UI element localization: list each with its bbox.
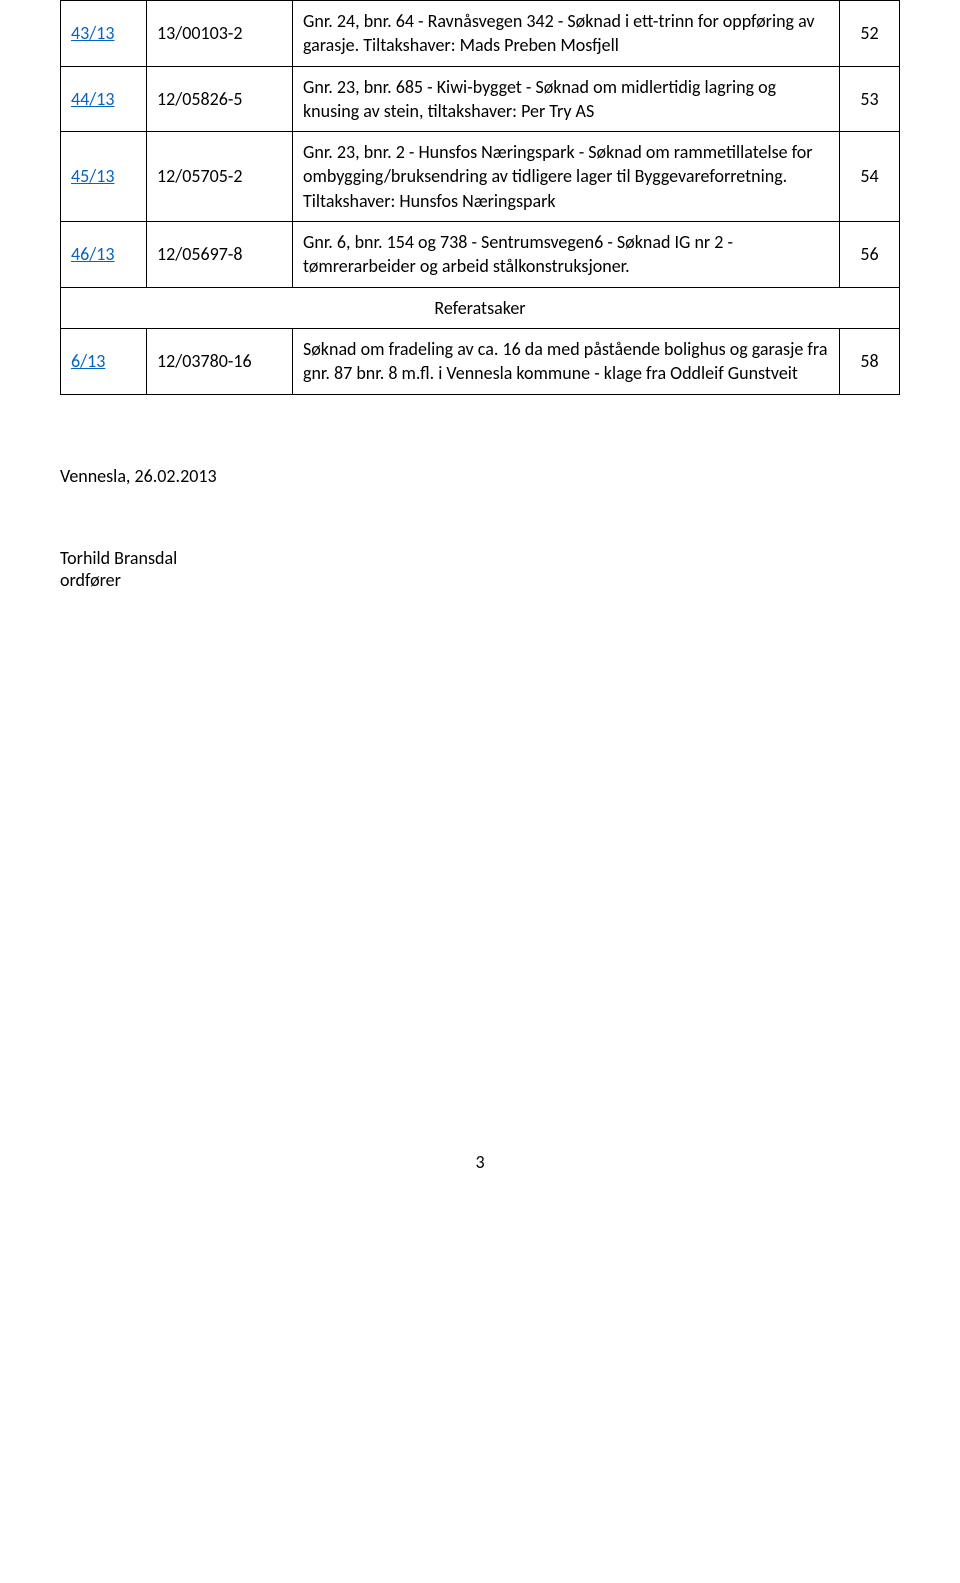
agenda-table: 43/13 13/00103-2 Gnr. 24, bnr. 64 - Ravn… xyxy=(60,0,900,395)
case-link[interactable]: 45/13 xyxy=(71,165,114,187)
table-row: 46/13 12/05697-8 Gnr. 6, bnr. 154 og 738… xyxy=(61,222,900,288)
page-cell: 53 xyxy=(840,66,900,132)
signature-block: Vennesla, 26.02.2013 Torhild Bransdal or… xyxy=(60,465,900,591)
case-id-cell: 44/13 xyxy=(61,66,147,132)
case-id-cell: 45/13 xyxy=(61,132,147,222)
case-id-cell: 43/13 xyxy=(61,1,147,67)
ref-cell: 12/03780-16 xyxy=(147,328,293,394)
desc-cell: Søknad om fradeling av ca. 16 da med pås… xyxy=(293,328,840,394)
case-link[interactable]: 44/13 xyxy=(71,88,114,110)
case-link[interactable]: 6/13 xyxy=(71,350,105,372)
page-cell: 58 xyxy=(840,328,900,394)
case-id-cell: 46/13 xyxy=(61,222,147,288)
table-row: 45/13 12/05705-2 Gnr. 23, bnr. 2 - Hunsf… xyxy=(61,132,900,222)
ref-cell: 13/00103-2 xyxy=(147,1,293,67)
desc-cell: Gnr. 23, bnr. 685 - Kiwi-bygget - Søknad… xyxy=(293,66,840,132)
ref-cell: 12/05826-5 xyxy=(147,66,293,132)
table-row: 43/13 13/00103-2 Gnr. 24, bnr. 64 - Ravn… xyxy=(61,1,900,67)
page: 43/13 13/00103-2 Gnr. 24, bnr. 64 - Ravn… xyxy=(0,0,960,1233)
section-label: Referatsaker xyxy=(61,287,900,328)
page-number: 3 xyxy=(60,1151,900,1173)
desc-cell: Gnr. 6, bnr. 154 og 738 - Sentrumsvegen6… xyxy=(293,222,840,288)
ref-cell: 12/05697-8 xyxy=(147,222,293,288)
signature-date: Vennesla, 26.02.2013 xyxy=(60,465,900,487)
table-row: 44/13 12/05826-5 Gnr. 23, bnr. 685 - Kiw… xyxy=(61,66,900,132)
table-row: 6/13 12/03780-16 Søknad om fradeling av … xyxy=(61,328,900,394)
section-row: Referatsaker xyxy=(61,287,900,328)
ref-cell: 12/05705-2 xyxy=(147,132,293,222)
page-cell: 54 xyxy=(840,132,900,222)
signature-title: ordfører xyxy=(60,569,900,591)
case-link[interactable]: 43/13 xyxy=(71,22,114,44)
desc-cell: Gnr. 23, bnr. 2 - Hunsfos Næringspark - … xyxy=(293,132,840,222)
signature-name: Torhild Bransdal xyxy=(60,547,900,569)
case-id-cell: 6/13 xyxy=(61,328,147,394)
page-cell: 52 xyxy=(840,1,900,67)
case-link[interactable]: 46/13 xyxy=(71,243,114,265)
desc-cell: Gnr. 24, bnr. 64 - Ravnåsvegen 342 - Søk… xyxy=(293,1,840,67)
page-cell: 56 xyxy=(840,222,900,288)
